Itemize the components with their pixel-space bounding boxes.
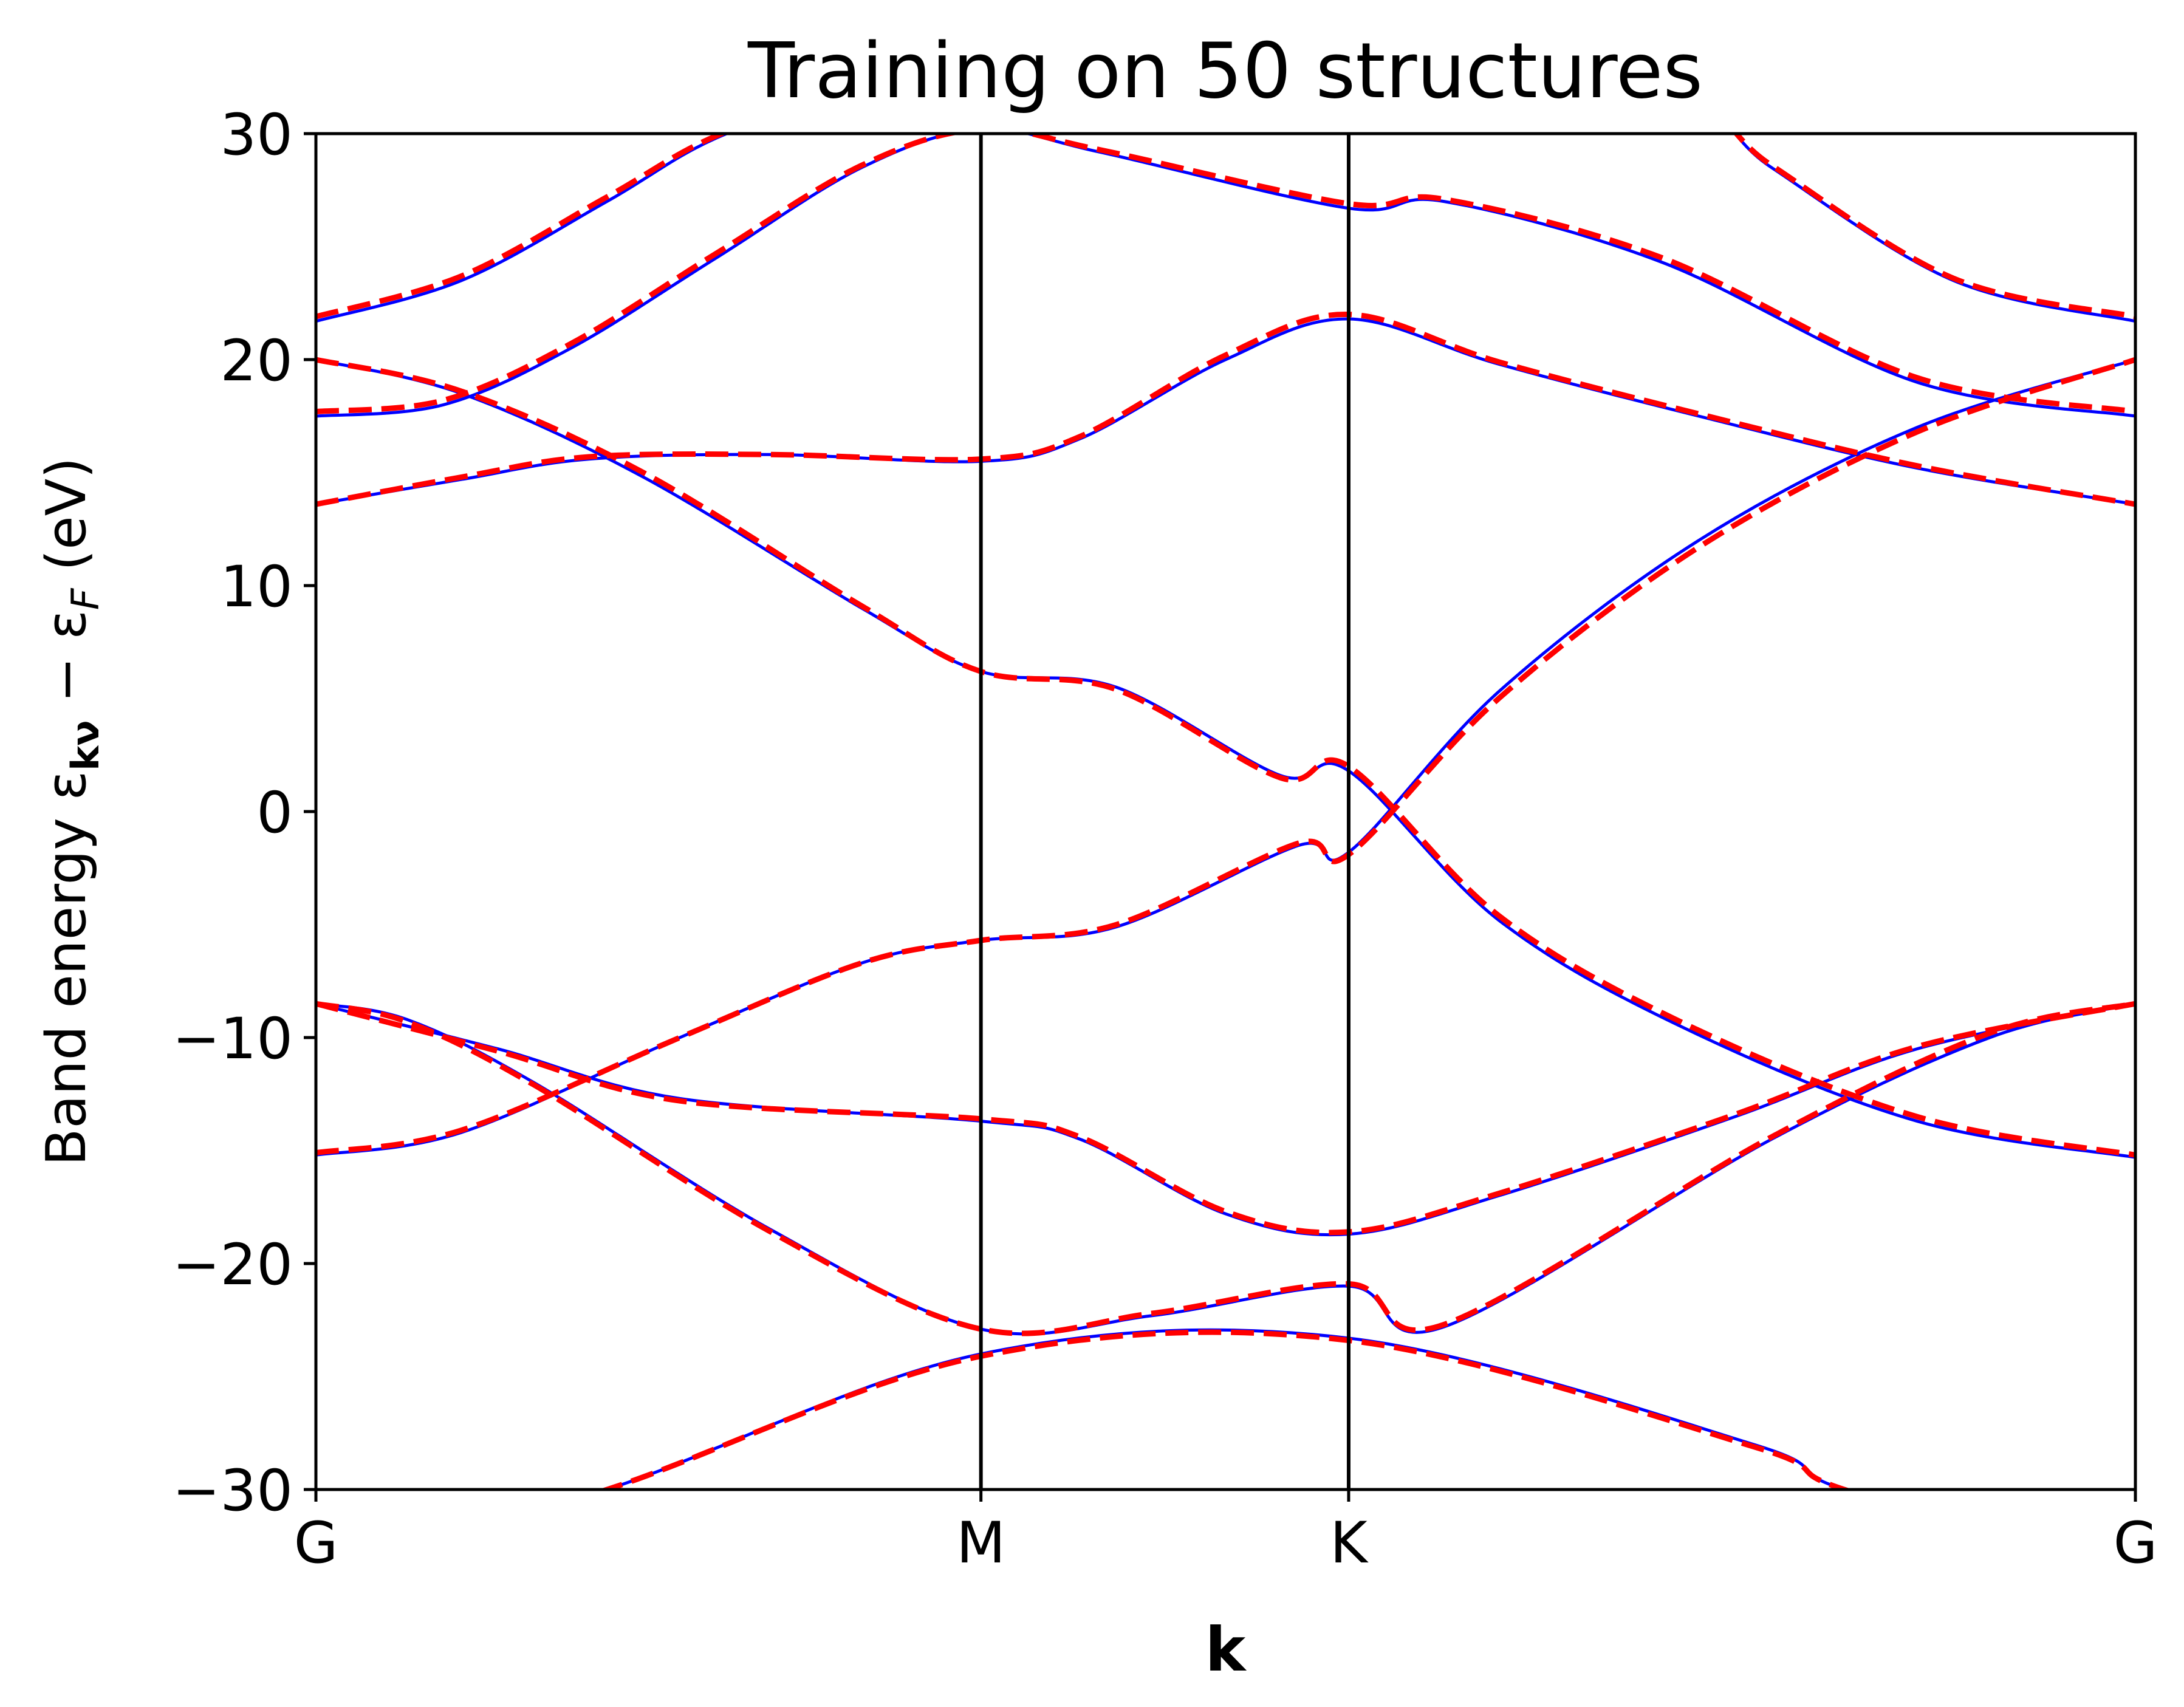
y-tick-label: 10 [220,554,293,620]
y-axis-label-main: Band energy ε [35,771,98,1166]
high-symmetry-lines [979,134,1350,1490]
x-tick-label-K: K [1330,1510,1369,1576]
y-axis-ticks: −30 −20 −10 0 10 20 30 [173,102,316,1524]
prediction-band-8 [316,134,2135,320]
chart-title: Training on 50 structures [747,26,1703,115]
prediction-band-1 [598,1329,1854,1490]
y-tick-label: 20 [220,328,293,394]
reference-band-7 [316,134,2135,418]
y-tick-label: 0 [256,780,293,846]
y-tick-label: −20 [173,1232,293,1298]
prediction-band-5 [316,357,2135,1158]
reference-band-2 [316,1002,2135,1336]
x-tick-label-G: G [294,1510,338,1576]
x-tick-label-G: G [2114,1510,2158,1576]
y-axis-label-unit: (eV) [35,457,98,589]
prediction-band-4 [316,1001,2135,1236]
prediction-band-6 [316,312,2135,507]
y-axis-label-sub: kν [63,720,108,770]
y-axis-label-minus: − ε [35,610,98,720]
band-lines [316,134,2135,1490]
y-tick-label: −10 [173,1006,293,1072]
y-tick-label: 30 [220,102,293,168]
prediction-band-7 [316,134,2135,415]
prediction-band-3 [316,357,2135,1156]
reference-band-6 [316,317,2135,506]
reference-band-5 [316,358,2135,1159]
x-axis-label: k [1205,1614,1247,1685]
reference-band-1 [601,1328,1850,1490]
y-axis-label: Band energy εkν − εF (eV) [35,457,108,1166]
prediction-band-2 [316,1001,2135,1336]
x-tick-label-M: M [956,1510,1005,1576]
reference-band-3 [316,358,2135,1157]
reference-band-8 [316,134,2135,323]
y-axis-label-sub2: F [63,587,108,610]
y-tick-label: −30 [173,1458,293,1524]
